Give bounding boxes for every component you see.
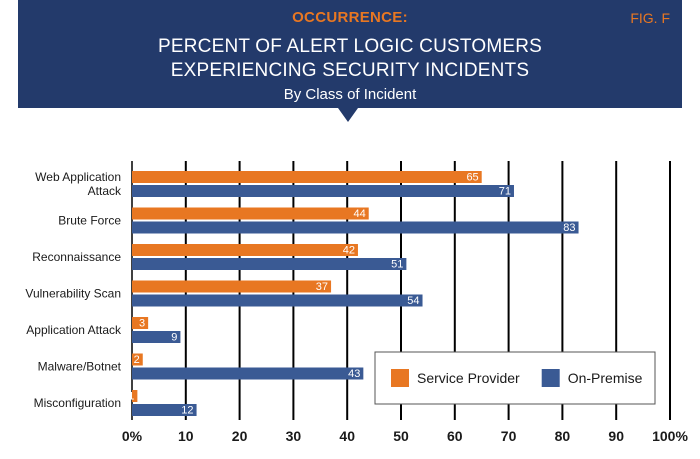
bar-value-label: 54	[407, 295, 419, 307]
bar	[132, 390, 138, 402]
bar-value-label: 83	[563, 222, 575, 234]
x-tick-label: 0%	[122, 428, 143, 444]
x-tick-label: 90	[608, 428, 624, 444]
x-tick-label: 40	[339, 428, 355, 444]
bar	[132, 280, 332, 293]
bar	[132, 404, 197, 416]
legend-swatch	[391, 369, 409, 387]
legend-label: Service Provider	[417, 370, 520, 386]
x-tick-label: 80	[555, 428, 571, 444]
chart-title-line-2: EXPERIENCING SECURITY INCIDENTS	[170, 60, 530, 81]
category-label: Application Attack	[26, 323, 122, 337]
x-tick-label: 50	[393, 428, 409, 444]
bar	[132, 244, 358, 256]
legend-box	[374, 351, 656, 405]
bar	[132, 221, 579, 234]
bar	[132, 258, 407, 270]
category-label: Web Application	[35, 170, 121, 184]
bar	[132, 207, 369, 220]
bar-value-label: 1	[128, 391, 134, 403]
bar	[132, 317, 149, 329]
bar	[132, 171, 482, 183]
bar-value-label: 65	[466, 172, 478, 184]
bar-value-label: 2	[134, 354, 140, 366]
bar	[132, 367, 364, 380]
bar-value-label: 37	[316, 281, 328, 293]
bar	[132, 185, 514, 197]
banner-shape	[18, 0, 682, 122]
title-banner	[18, 0, 682, 122]
legend-label: On-Premise	[568, 370, 643, 386]
x-tick-label: 60	[447, 428, 463, 444]
x-tick-label: 70	[501, 428, 517, 444]
category-label: Brute Force	[58, 214, 121, 228]
category-label: Reconnaissance	[32, 250, 121, 264]
bar-value-label: 42	[343, 245, 355, 257]
chart-pre-title: OCCURRENCE:	[292, 9, 408, 26]
category-label: Attack	[88, 184, 122, 198]
bar-value-label: 9	[171, 332, 177, 344]
bar-value-label: 51	[391, 259, 403, 271]
bar-value-label: 3	[139, 318, 145, 330]
bar-value-label: 71	[499, 186, 511, 198]
category-label: Malware/Botnet	[38, 360, 122, 374]
bar-value-label: 12	[181, 405, 193, 417]
bar	[132, 331, 181, 343]
x-tick-label: 100%	[652, 428, 688, 444]
category-label: Misconfiguration	[34, 396, 121, 410]
x-tick-label: 30	[286, 428, 302, 444]
legend-swatch	[541, 369, 560, 387]
category-label: Vulnerability Scan	[25, 287, 121, 301]
bar-value-label: 43	[348, 368, 360, 380]
bar	[132, 294, 423, 307]
x-tick-label: 20	[232, 428, 248, 444]
x-tick-label: 10	[178, 428, 194, 444]
chart-subtitle: By Class of Incident	[283, 86, 417, 103]
figure-label: FIG. F	[630, 10, 670, 26]
bar-value-label: 44	[353, 208, 365, 220]
chart-title-line-1: PERCENT OF ALERT LOGIC CUSTOMERS	[157, 36, 543, 57]
bar	[132, 353, 143, 366]
